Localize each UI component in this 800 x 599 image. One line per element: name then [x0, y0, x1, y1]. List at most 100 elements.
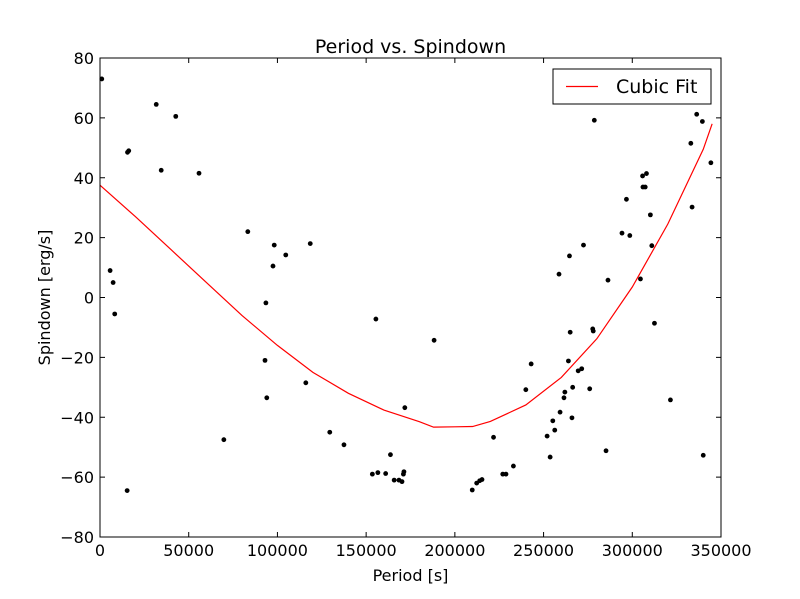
data-point	[528, 361, 534, 367]
data-point	[401, 469, 407, 475]
y-tick-label: −20	[60, 348, 94, 367]
data-point	[566, 358, 571, 364]
data-point	[652, 320, 657, 326]
y-tick-label: 60	[74, 109, 94, 128]
data-point	[689, 204, 695, 210]
data-point	[373, 316, 379, 322]
data-point	[699, 119, 705, 124]
data-point	[694, 111, 700, 117]
data-point	[557, 409, 563, 415]
data-point	[307, 241, 313, 247]
data-point	[158, 167, 164, 173]
data-point	[431, 337, 437, 343]
y-tick-label: 80	[74, 49, 94, 68]
data-point	[547, 454, 553, 460]
x-tick-label: 50000	[163, 541, 214, 560]
data-point	[569, 415, 575, 421]
data-point	[561, 395, 567, 401]
data-point	[491, 434, 496, 440]
data-point	[271, 242, 277, 248]
data-point	[126, 148, 132, 154]
data-point	[590, 328, 596, 334]
data-point	[283, 252, 289, 258]
x-tick-label: 350000	[690, 541, 751, 560]
x-axis-label: Period [s]	[373, 566, 449, 585]
data-point	[391, 477, 397, 483]
data-point	[383, 471, 389, 476]
data-point	[605, 277, 611, 283]
data-point	[587, 386, 593, 392]
data-point	[388, 452, 393, 458]
data-point	[642, 184, 648, 190]
data-point	[649, 243, 655, 249]
data-point	[627, 233, 633, 238]
data-point	[196, 170, 202, 176]
data-point	[552, 427, 558, 433]
data-points	[99, 76, 714, 493]
chart-title: Period vs. Spindown	[315, 36, 506, 58]
fit-line-layer	[99, 123, 713, 428]
data-point	[567, 329, 573, 335]
y-tick-label: −40	[60, 408, 94, 427]
x-tick-label: 200000	[424, 541, 485, 560]
data-point	[262, 357, 268, 363]
data-point	[173, 113, 179, 119]
data-point	[153, 102, 159, 107]
data-point	[647, 212, 653, 218]
data-point	[603, 448, 609, 454]
data-point	[375, 470, 381, 476]
data-point	[511, 463, 516, 469]
legend-label-cubic-fit: Cubic Fit	[616, 76, 697, 98]
x-tick-label: 150000	[336, 541, 397, 560]
data-point	[270, 263, 276, 269]
data-point	[341, 442, 347, 448]
legend: Cubic Fit	[552, 68, 712, 105]
data-point	[570, 384, 576, 390]
y-axis-label: Spindown [erg/s]	[35, 230, 54, 366]
data-point	[644, 171, 649, 176]
data-point	[562, 389, 568, 395]
data-point	[327, 429, 333, 435]
data-point	[303, 380, 309, 386]
axis-ticks: 0 50000 100000 150000 200000 250000 300000 3500…	[60, 49, 751, 560]
data-point	[110, 280, 116, 285]
data-point	[124, 488, 130, 493]
y-tick-label: −60	[60, 468, 94, 487]
data-point	[523, 387, 529, 393]
data-point	[556, 271, 562, 277]
x-tick-label: 100000	[247, 541, 308, 560]
data-point	[591, 117, 597, 123]
y-tick-label: 20	[74, 229, 94, 248]
x-tick-label: 250000	[513, 541, 574, 560]
y-tick-label: −80	[60, 528, 94, 547]
data-point	[619, 230, 625, 236]
data-point	[544, 433, 550, 439]
data-point	[567, 253, 572, 259]
y-tick-label: 40	[74, 169, 94, 188]
plot-frame	[99, 57, 722, 538]
data-point	[700, 452, 706, 458]
data-point	[264, 395, 270, 401]
data-point	[245, 229, 251, 235]
data-point	[263, 300, 269, 306]
data-point	[688, 140, 694, 146]
data-point	[221, 437, 227, 443]
data-point	[668, 397, 673, 403]
y-tick-label: 0	[84, 289, 94, 308]
data-point	[399, 479, 405, 485]
data-point	[581, 242, 586, 248]
data-point	[579, 366, 585, 372]
data-point	[575, 368, 581, 374]
x-tick-label: 0	[95, 541, 105, 560]
data-point	[369, 471, 375, 477]
data-point	[112, 311, 118, 317]
data-point	[640, 173, 645, 179]
x-tick-label: 300000	[602, 541, 663, 560]
data-point	[708, 160, 714, 166]
data-point	[99, 76, 105, 82]
cubic-fit-line	[99, 123, 713, 428]
data-point	[479, 477, 485, 482]
data-point	[624, 196, 629, 202]
data-point	[503, 471, 509, 477]
